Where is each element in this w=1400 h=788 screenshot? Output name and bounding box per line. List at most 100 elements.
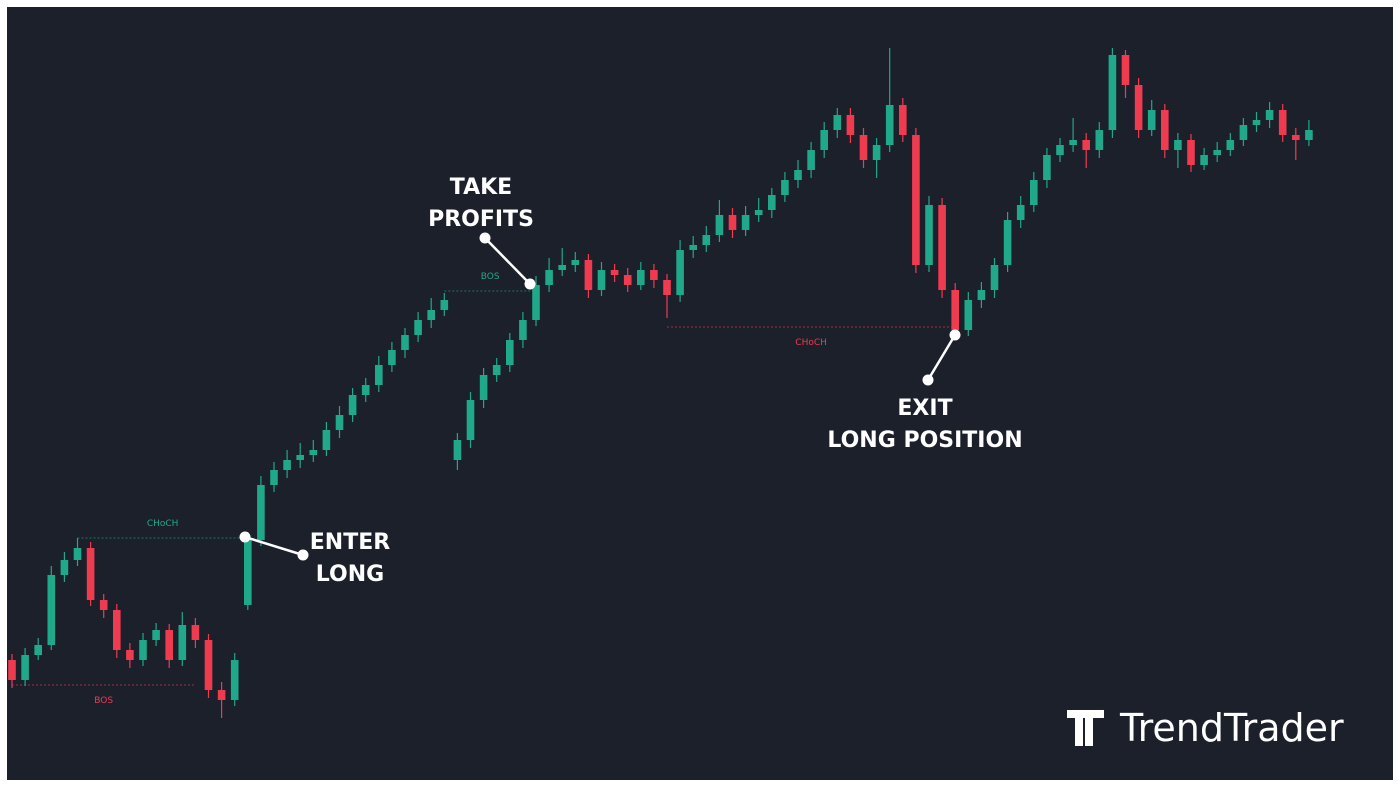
candle-body bbox=[1016, 205, 1025, 220]
candle-body bbox=[1292, 135, 1300, 140]
candle-body bbox=[1069, 140, 1077, 145]
callout-dot bbox=[922, 374, 934, 386]
logo-icon bbox=[1067, 710, 1104, 746]
level-label: CHoCH bbox=[147, 519, 179, 529]
candle-body bbox=[1082, 140, 1090, 150]
candle-body bbox=[1095, 130, 1104, 150]
candle-body bbox=[86, 548, 95, 600]
candle-body bbox=[899, 105, 907, 135]
candle-body bbox=[152, 630, 160, 640]
candle-body bbox=[322, 430, 331, 450]
candle-body bbox=[964, 300, 973, 330]
candle-body bbox=[427, 310, 435, 320]
candle-body bbox=[401, 335, 409, 350]
candle-body bbox=[1187, 140, 1195, 165]
candle-body bbox=[610, 270, 619, 275]
candle-body bbox=[348, 395, 357, 415]
candle-body bbox=[479, 375, 488, 400]
candle-body bbox=[375, 365, 383, 385]
candle-body bbox=[637, 270, 645, 285]
candle-body bbox=[571, 260, 580, 265]
candle-body bbox=[1278, 110, 1287, 135]
candle-body bbox=[139, 640, 147, 660]
candle-body bbox=[846, 115, 855, 135]
candle-body bbox=[519, 320, 527, 340]
candle-body bbox=[191, 625, 200, 640]
candle-body bbox=[1030, 180, 1038, 205]
candle-body bbox=[741, 215, 750, 230]
candle-body bbox=[912, 135, 920, 265]
candle-body bbox=[1174, 140, 1182, 150]
candle-body bbox=[1134, 85, 1143, 130]
candle-body bbox=[388, 350, 396, 365]
candle-body bbox=[1200, 155, 1208, 165]
candle-body bbox=[257, 485, 265, 540]
callout-text: PROFITS bbox=[428, 207, 534, 232]
candle-body bbox=[885, 105, 894, 145]
level-label: BOS bbox=[94, 696, 113, 706]
candle-body bbox=[1252, 120, 1261, 125]
callout-line bbox=[926, 334, 957, 381]
candle-body bbox=[466, 400, 475, 440]
candle-body bbox=[47, 575, 56, 645]
callout-text: ENTER bbox=[310, 530, 390, 555]
candle-body bbox=[689, 245, 697, 250]
candle-body bbox=[990, 265, 999, 290]
candle-body bbox=[73, 548, 82, 560]
callout-dot bbox=[949, 329, 961, 341]
candle-body bbox=[1239, 125, 1248, 140]
candle-body bbox=[807, 150, 815, 170]
candle-body bbox=[178, 625, 187, 660]
level-label: CHoCH bbox=[795, 338, 827, 348]
candle-body bbox=[506, 340, 514, 365]
candle-body bbox=[492, 365, 501, 375]
candle-body bbox=[21, 655, 29, 680]
candle-body bbox=[1147, 110, 1156, 130]
candle-body bbox=[453, 440, 462, 460]
candle-body bbox=[951, 290, 959, 330]
candle-body bbox=[1043, 155, 1051, 180]
callout-dot bbox=[239, 531, 251, 543]
candle-body bbox=[309, 450, 318, 455]
level-label: BOS bbox=[481, 272, 500, 282]
candle-body bbox=[1305, 130, 1313, 140]
callout-dot bbox=[479, 232, 491, 244]
candle-body bbox=[938, 205, 946, 290]
candle-body bbox=[217, 690, 226, 700]
candle-body bbox=[663, 280, 671, 295]
candle-body bbox=[623, 275, 632, 285]
candle-body bbox=[650, 270, 658, 280]
candle-body bbox=[270, 470, 278, 485]
candle-body bbox=[126, 650, 134, 660]
candle-body bbox=[1226, 140, 1235, 150]
candle-body bbox=[1265, 110, 1274, 120]
candle-body bbox=[715, 215, 724, 235]
candle-body bbox=[1161, 110, 1169, 150]
candle-body bbox=[833, 115, 842, 130]
candle-body bbox=[597, 270, 606, 290]
candle-body bbox=[1003, 220, 1012, 265]
logo-text: TrendTrader bbox=[1119, 706, 1344, 750]
candle-body bbox=[676, 250, 684, 295]
candle-body bbox=[1108, 55, 1117, 130]
candle-body bbox=[925, 205, 933, 265]
candle-body bbox=[165, 630, 173, 660]
candle-body bbox=[558, 265, 566, 270]
candle-body bbox=[1121, 55, 1130, 85]
candle-body bbox=[99, 600, 108, 610]
callout-line bbox=[244, 535, 304, 557]
candle-body bbox=[702, 235, 711, 245]
candle-body bbox=[545, 270, 553, 285]
candle-body bbox=[872, 145, 881, 160]
candle-body bbox=[296, 455, 304, 460]
candle-body bbox=[820, 130, 828, 150]
callout-text: LONG POSITION bbox=[827, 428, 1022, 453]
candle-body bbox=[977, 290, 986, 300]
callout-text: TAKE bbox=[450, 175, 512, 200]
callout-line bbox=[484, 237, 531, 285]
chart-background bbox=[7, 7, 1393, 780]
annotations: ENTER LONG TAKE PROFITS EXIT LONG POSITION bbox=[239, 175, 1023, 587]
candle-body bbox=[414, 320, 422, 335]
